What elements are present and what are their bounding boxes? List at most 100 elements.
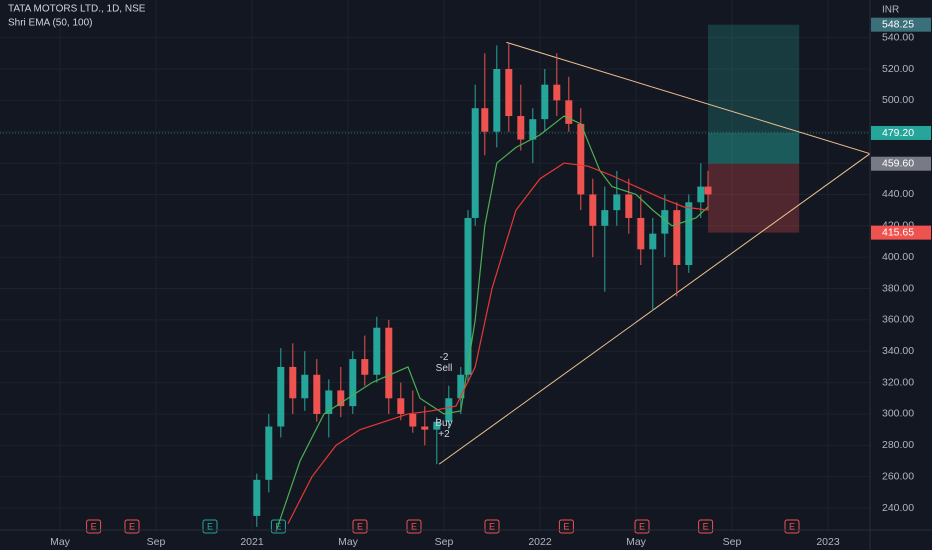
profit-fill [708,132,800,164]
earnings-marker [784,519,800,534]
candle-body [265,426,273,480]
trade-annotation: Buy [435,418,452,429]
x-tick-label: 2022 [528,536,552,548]
earnings-marker [484,519,500,534]
price-tag [871,17,931,32]
earnings-marker [406,519,422,534]
earnings-marker [558,519,574,534]
ema-line [287,162,709,525]
y-tick-label: 320.00 [882,376,914,388]
trendline [438,153,871,465]
y-tick-label: 280.00 [882,439,914,451]
currency-label: INR [882,5,899,16]
candle-body [565,100,573,124]
earnings-marker [634,519,650,534]
candle-body [289,366,297,399]
price-tag [871,225,931,240]
candle-body [517,116,525,140]
price-tag-label: 459.60 [882,157,914,169]
earnings-label: E [207,521,213,531]
earnings-marker [124,519,140,534]
candle-body [577,123,585,195]
x-tick-label: Sep [435,536,454,548]
candle-body [301,374,309,399]
candle-body [445,398,453,422]
y-tick-label: 340.00 [882,345,914,357]
candle-body [637,217,645,250]
candle-body [553,84,561,101]
candle-body [277,366,285,427]
candle-body [601,210,609,226]
candle-body [471,108,479,218]
y-tick-label: 240.00 [882,502,914,514]
x-tick-label: 2023 [816,536,840,548]
candle-body [385,327,393,399]
candle-body [673,210,681,265]
price-tag-label: 415.65 [882,226,914,238]
candle-body [505,68,513,117]
x-tick-label: Sep [147,536,166,548]
earnings-label: E [129,521,135,531]
candle-body [493,68,501,132]
candle-body [421,426,429,430]
y-tick-label: 380.00 [882,282,914,294]
earnings-marker [202,519,218,534]
candle-body [464,217,472,375]
candle-body [649,233,657,250]
candle-body [697,186,705,203]
x-tick-label: May [626,536,647,548]
candle-body [685,202,693,265]
y-tick-label: 500.00 [882,94,914,106]
earnings-marker [86,519,102,534]
candle-body [481,108,489,132]
candle-body [529,119,537,140]
y-tick-label: 260.00 [882,470,914,482]
trade-annotation: Sell [436,363,453,374]
trade-annotation: +2 [438,429,450,440]
target-zone [708,24,800,164]
candle-body [704,186,712,195]
candle-body [661,210,669,234]
y-tick-label: 520.00 [882,63,914,75]
candle-body [253,479,261,516]
candle-body [433,421,441,430]
x-tick-label: 2021 [240,536,264,548]
earnings-label: E [639,521,645,531]
ema-line [275,115,709,532]
stop-zone [708,163,800,233]
earnings-label: E [411,521,417,531]
candle-body [589,194,597,226]
earnings-marker [698,519,714,534]
x-tick-label: May [50,536,71,548]
y-tick-label: 440.00 [882,188,914,200]
earnings-label: E [789,521,795,531]
y-tick-label: 540.00 [882,31,914,43]
price-tag [871,156,931,171]
earnings-label: E [91,521,97,531]
y-tick-label: 360.00 [882,314,914,326]
candle-body [409,413,417,427]
trendline [506,41,871,155]
earnings-marker [270,519,286,534]
indicator-label: Shri EMA (50, 100) [8,18,92,29]
earnings-label: E [275,521,281,531]
y-tick-label: 400.00 [882,251,914,263]
x-tick-label: May [338,536,359,548]
candle-body [541,84,549,120]
candle-body [373,327,381,375]
earnings-label: E [703,521,709,531]
candle-body [325,390,333,414]
candle-body [361,359,369,375]
candle-body [313,374,321,414]
candle-body [613,194,621,211]
earnings-marker [352,519,368,534]
x-tick-label: Sep [723,536,742,548]
chart-title: TATA MOTORS LTD., 1D, NSE [8,4,146,15]
candle-body [397,398,405,414]
candle-body [349,359,357,407]
candle-body [625,194,633,218]
y-tick-label: 300.00 [882,408,914,420]
price-tag [871,125,931,140]
candle-body [337,390,345,407]
